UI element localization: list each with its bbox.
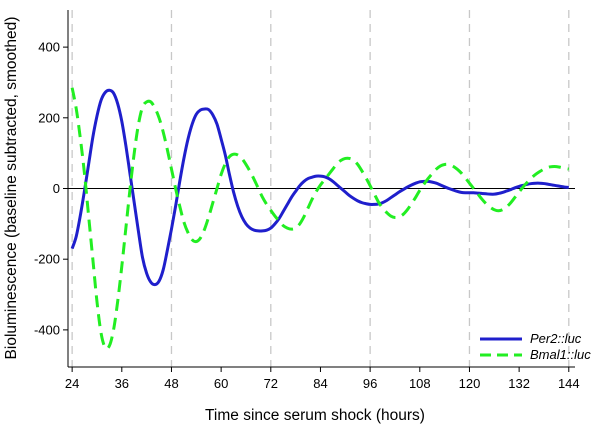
x-tick-label: 108 (409, 376, 431, 391)
y-tick-label: -400 (34, 322, 60, 337)
series-line-per2 (70, 88, 569, 287)
x-tick-label: 144 (558, 376, 580, 391)
vertical-gridlines (71, 10, 570, 367)
x-axis-label: Time since serum shock (hours) (205, 407, 425, 424)
x-tick-label: 36 (115, 376, 129, 391)
x-tick-label: 120 (459, 376, 481, 391)
x-tick-label: 48 (164, 376, 178, 391)
y-axis-label: Bioluminescence (baseline subtracted, sm… (3, 17, 20, 360)
x-tick-label: 84 (313, 376, 327, 391)
y-axis-ticks: -400 -200 0 200 400 (34, 40, 68, 337)
x-axis-ticks: 24 36 48 60 72 84 96 108 120 132 144 (65, 367, 580, 391)
legend-label-per2: Per2::luc (530, 331, 582, 346)
x-tick-label: 72 (264, 376, 278, 391)
x-tick-label: 96 (363, 376, 377, 391)
legend: Per2::luc Bmal1::luc (480, 331, 591, 362)
y-tick-label: 0 (53, 181, 60, 196)
y-tick-label: -200 (34, 252, 60, 267)
legend-label-bmal1: Bmal1::luc (530, 347, 591, 362)
series-layer (70, 87, 570, 351)
series-line-bmal1 (70, 87, 570, 351)
x-tick-label: 60 (214, 376, 228, 391)
x-tick-label: 132 (508, 376, 530, 391)
y-tick-label: 200 (38, 110, 60, 125)
y-tick-label: 400 (38, 40, 60, 55)
x-tick-label: 24 (65, 376, 79, 391)
